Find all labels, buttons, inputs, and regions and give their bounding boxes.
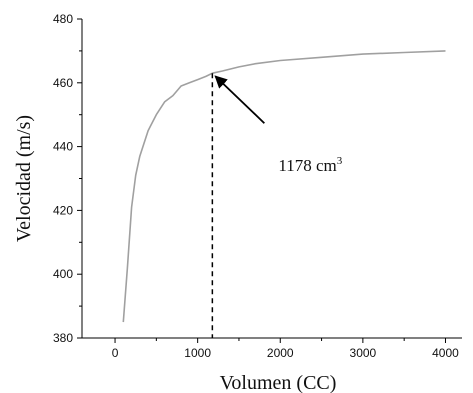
x-tick-label: 0 xyxy=(112,346,119,360)
series-line xyxy=(122,50,446,323)
annotation-text: 1178 cm xyxy=(278,156,336,175)
annotation-superscript: 3 xyxy=(337,155,343,167)
y-ticks: 380 400 420 440 460 480 xyxy=(53,12,82,345)
y-tick-label: 480 xyxy=(53,12,73,26)
y-tick-label: 440 xyxy=(53,140,73,154)
y-tick-label: 400 xyxy=(53,267,73,281)
x-tick-label: 1000 xyxy=(184,346,211,360)
annotation-label: 1178 cm3 xyxy=(278,155,342,175)
axes xyxy=(81,19,462,339)
x-tick-label: 2000 xyxy=(267,346,294,360)
x-ticks: 0 1000 2000 3000 4000 xyxy=(112,338,459,360)
annotation-arrow xyxy=(214,75,265,124)
x-tick-label: 4000 xyxy=(432,346,459,360)
y-tick-label: 460 xyxy=(53,76,73,90)
series xyxy=(122,50,446,323)
y-tick-label: 420 xyxy=(53,203,73,217)
y-axis-label: Velocidad (m/s) xyxy=(13,115,35,242)
x-axis-label: Volumen (CC) xyxy=(220,372,337,393)
annotations xyxy=(211,73,265,338)
y-tick-label: 380 xyxy=(53,331,73,345)
x-tick-label: 3000 xyxy=(350,346,377,360)
